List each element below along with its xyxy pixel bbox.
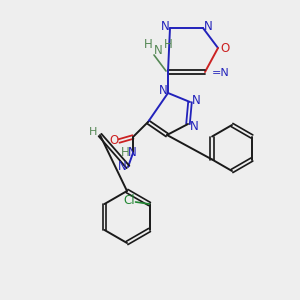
Text: O: O [110,134,118,148]
Text: Cl: Cl [124,194,135,208]
Text: N: N [128,146,136,158]
Text: H: H [144,38,152,50]
Text: N: N [154,44,162,56]
Text: N: N [118,160,126,172]
Text: N: N [204,20,212,34]
Text: H: H [121,146,129,158]
Text: H: H [164,38,172,50]
Text: N: N [192,94,200,106]
Text: O: O [220,41,230,55]
Text: N: N [190,119,198,133]
Text: N: N [159,83,167,97]
Text: H: H [89,127,97,137]
Text: N: N [160,20,169,34]
Text: =N: =N [212,68,230,78]
